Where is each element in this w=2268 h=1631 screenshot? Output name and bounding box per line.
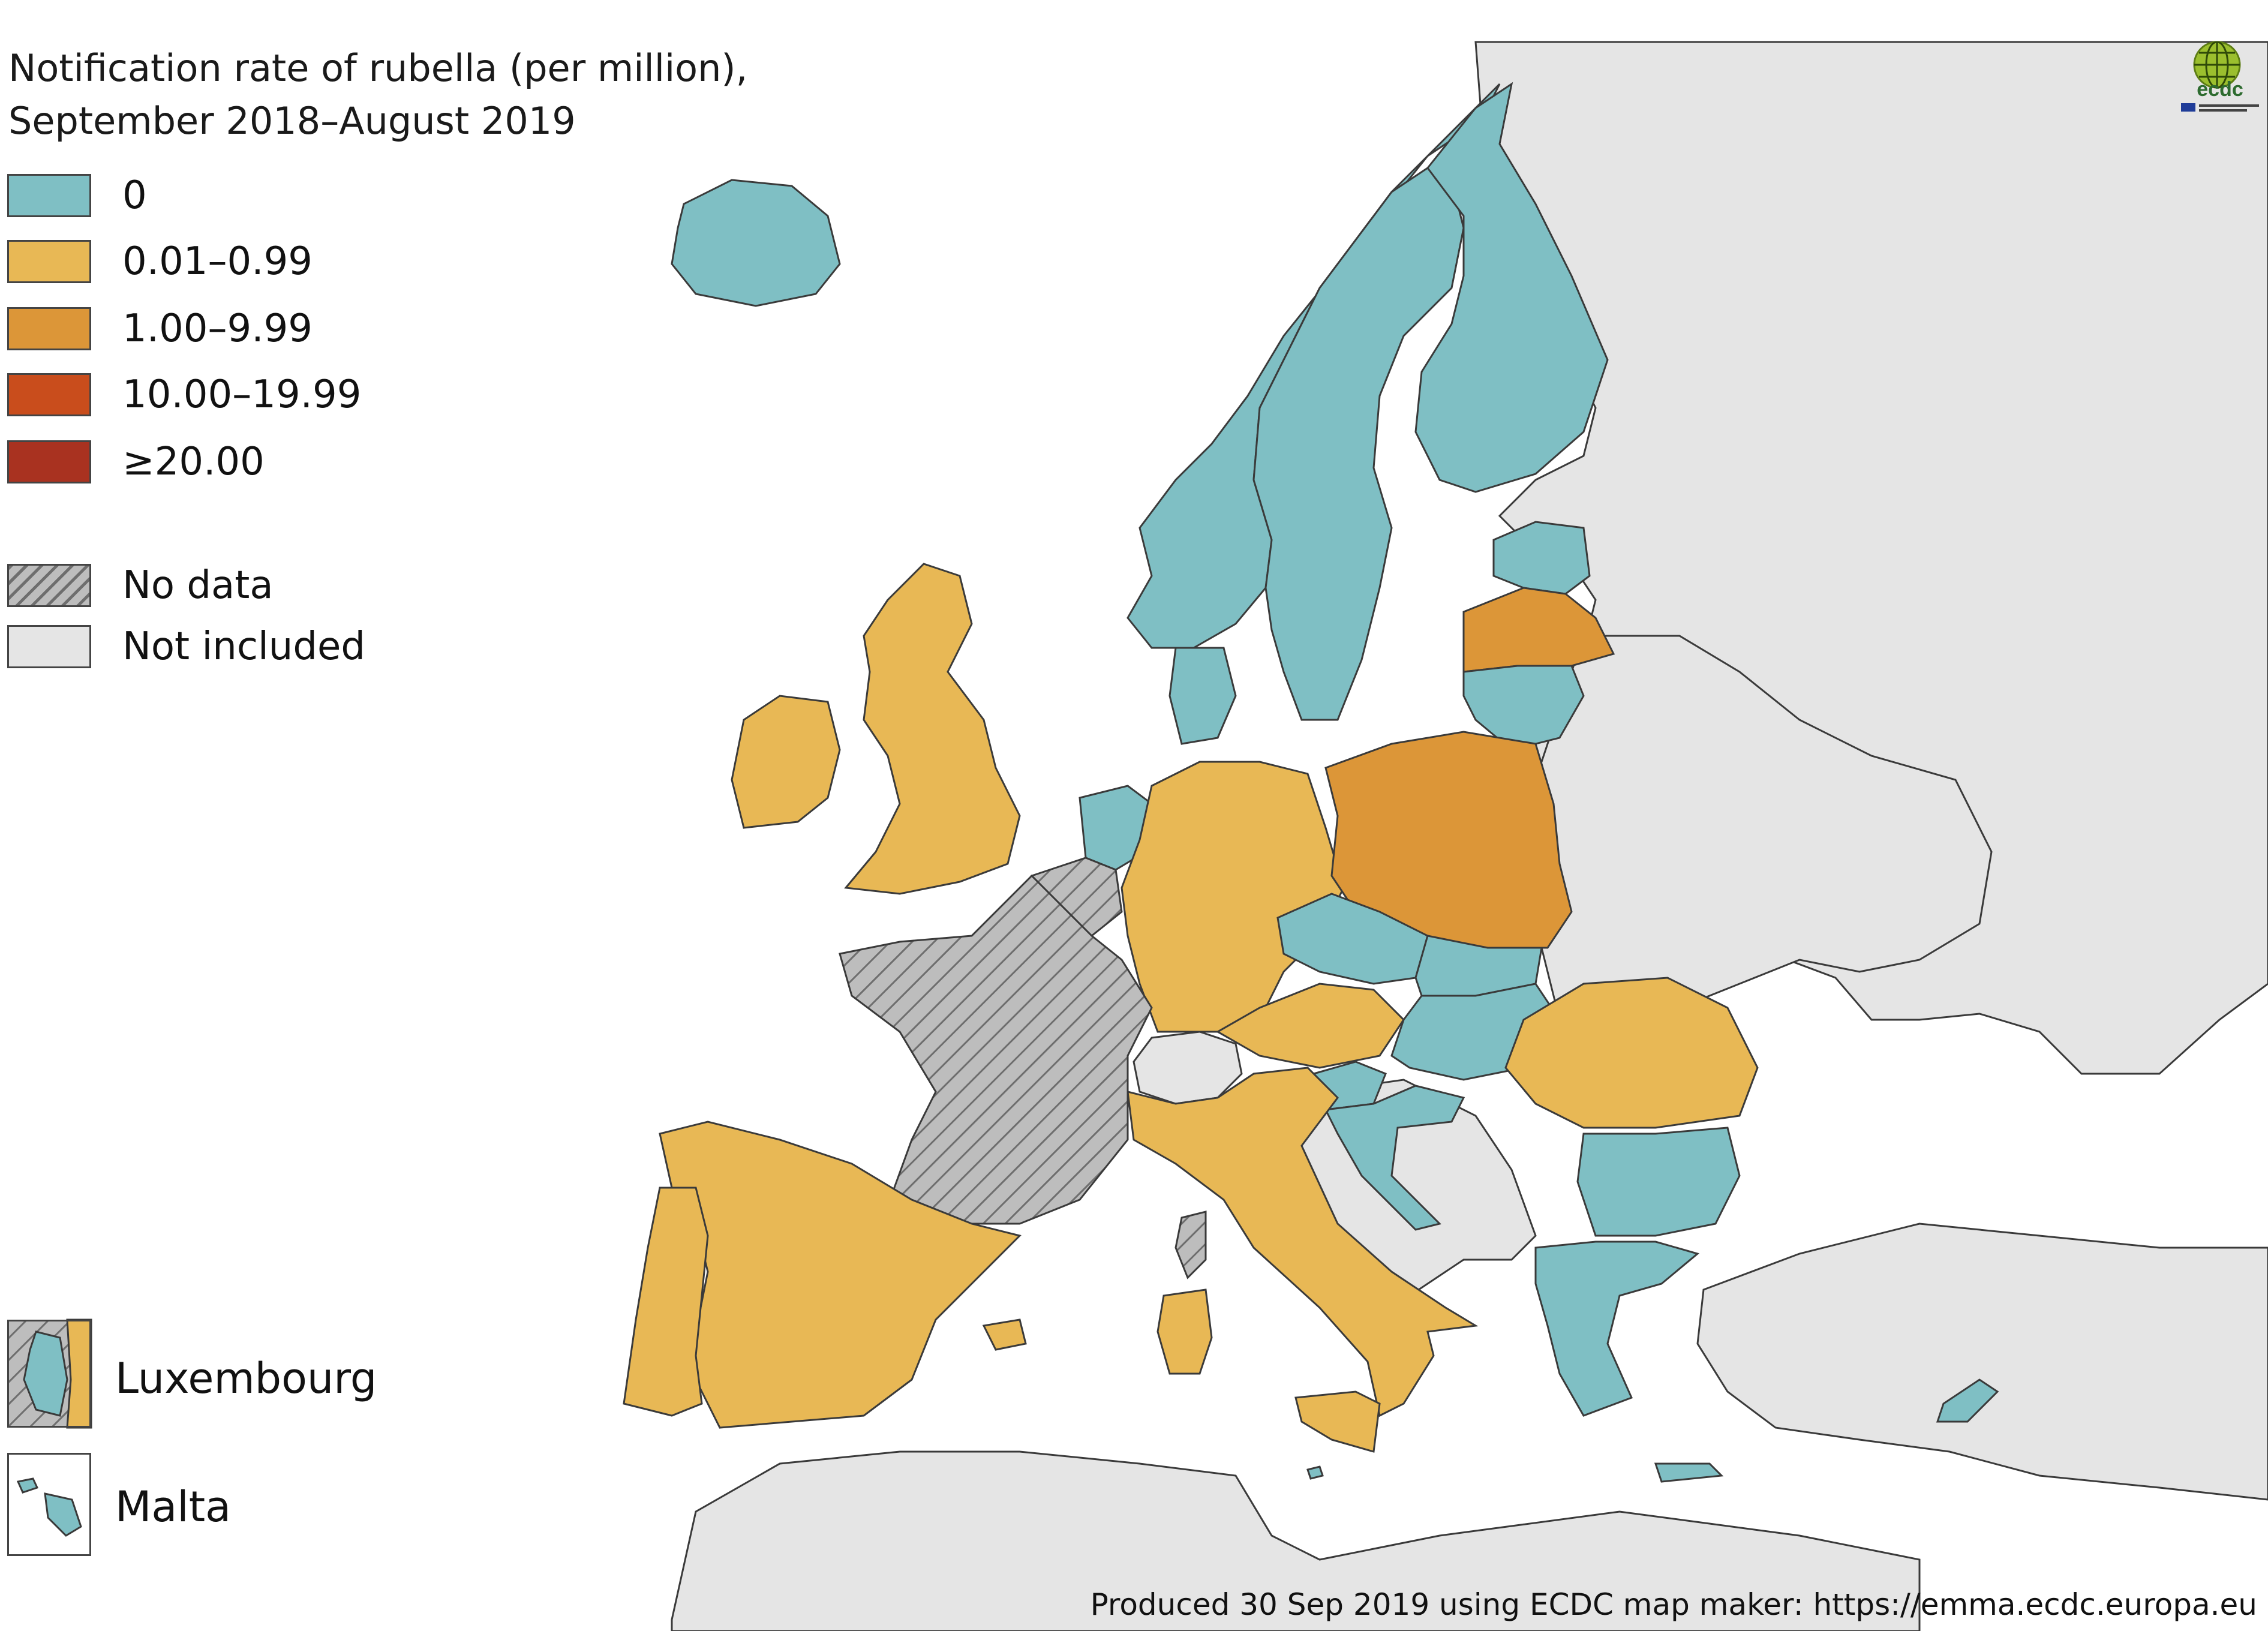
france-shape: [839, 874, 1153, 1225]
balearic-shape: [982, 1318, 1027, 1351]
portugal-shape: [623, 1187, 709, 1417]
malta-inset-gozo: [16, 1477, 39, 1494]
footer-credit: Produced 30 Sep 2019 using ECDC map make…: [1090, 1587, 2257, 1622]
latvia-shape: [1462, 587, 1615, 673]
germany-shape: [1121, 761, 1345, 1033]
legend-swatch-very-high: [7, 440, 91, 483]
luxembourg-inset-label: Luxembourg: [115, 1354, 377, 1403]
ireland-shape: [731, 695, 841, 829]
legend-label-not-included: Not included: [122, 624, 365, 669]
iceland-shape: [671, 179, 841, 307]
estonia-shape: [1492, 521, 1591, 595]
poland-shape: [1324, 731, 1573, 949]
croatia-shape: [1324, 1085, 1465, 1231]
sweden-shape: [1252, 167, 1465, 721]
legend-label-high: 10.00–19.99: [122, 373, 362, 417]
denmark-shape: [1168, 647, 1237, 745]
legend-swatch-low: [7, 240, 91, 283]
malta-inset-map: [16, 1477, 82, 1537]
legend-label-no-data: No data: [122, 563, 274, 608]
romania-shape: [1504, 977, 1759, 1129]
cyprus-shape: [1936, 1378, 1999, 1423]
legend-swatch-high: [7, 373, 91, 416]
turkey-land: [1696, 1223, 2268, 1501]
crete-shape: [1654, 1462, 1724, 1483]
ecdc-globe-icon: [2193, 41, 2241, 89]
legend-label-mid: 1.00–9.99: [122, 307, 313, 351]
legend-swatch-zero: [7, 174, 91, 217]
finland-shape: [1414, 82, 1609, 493]
luxembourg-inset-frame: [7, 1320, 91, 1428]
title-line-2: September 2018–August 2019: [8, 99, 576, 143]
ecdc-logo-text: ecdc: [2197, 78, 2243, 101]
legend-label-low: 0.01–0.99: [122, 239, 313, 284]
uk-shape: [844, 563, 1021, 895]
lithuania-shape: [1462, 665, 1585, 751]
title-line-1: Notification rate of rubella (per millio…: [8, 46, 748, 90]
luxembourg-inset-shape: [23, 1330, 68, 1417]
malta-inset-frame: [7, 1453, 91, 1556]
legend-swatch-mid: [7, 307, 91, 350]
north-africa-land: [671, 1450, 1921, 1631]
map-title: Notification rate of rubella (per millio…: [8, 42, 747, 148]
background-land: [671, 41, 2268, 1631]
bulgaria-shape: [1576, 1127, 1741, 1237]
legend-swatch-no-data: [7, 564, 91, 607]
spain-shape: [659, 1121, 1022, 1429]
sardinia-shape: [1156, 1288, 1213, 1375]
malta-inset-label: Malta: [115, 1482, 232, 1531]
legend-swatch-not-included: [7, 625, 91, 668]
malta-inset-main: [44, 1492, 82, 1537]
luxembourg-inset-map: [7, 1318, 92, 1429]
sicily-shape: [1294, 1390, 1381, 1453]
legend-label-zero: 0: [122, 173, 147, 218]
malta-shape: [1306, 1465, 1324, 1480]
greece-shape: [1534, 1240, 1700, 1417]
legend-label-very-high: ≥20.00: [122, 440, 265, 484]
countries: [623, 82, 1999, 1483]
corsica-shape: [1174, 1211, 1207, 1279]
ecdc-logo: ecdc: [2181, 41, 2259, 112]
italy-shape: [1127, 1067, 1479, 1417]
